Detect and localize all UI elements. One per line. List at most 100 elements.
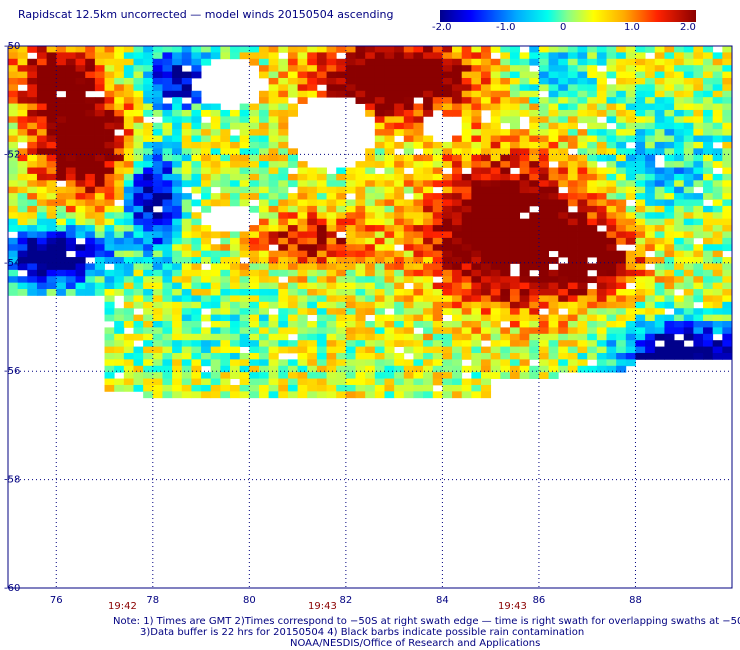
heatmap-cell bbox=[529, 52, 540, 60]
heatmap-cell bbox=[693, 333, 704, 341]
heatmap-cell bbox=[230, 52, 241, 60]
heatmap-cell bbox=[249, 122, 260, 130]
heatmap-cell bbox=[36, 116, 48, 124]
heatmap-cell bbox=[27, 71, 38, 79]
heatmap-cell bbox=[336, 263, 347, 271]
heatmap-cell bbox=[413, 154, 424, 162]
heatmap-cell bbox=[152, 46, 163, 53]
heatmap-cell bbox=[403, 372, 414, 379]
heatmap-cell bbox=[693, 282, 704, 290]
heatmap-cell bbox=[162, 199, 173, 207]
heatmap-cell bbox=[297, 301, 308, 309]
heatmap-cell bbox=[345, 340, 356, 347]
heatmap-cell bbox=[56, 141, 67, 149]
heatmap-cell bbox=[287, 109, 298, 117]
heatmap-cell bbox=[403, 58, 414, 66]
heatmap-cell bbox=[181, 365, 192, 373]
heatmap-cell bbox=[645, 167, 656, 175]
heatmap-cell bbox=[307, 250, 318, 258]
heatmap-cell bbox=[104, 148, 115, 156]
heatmap-cell bbox=[249, 301, 260, 309]
heatmap-cell bbox=[606, 97, 617, 104]
heatmap-cell bbox=[703, 250, 714, 258]
y-tick-label: -58 bbox=[4, 475, 20, 486]
heatmap-cell bbox=[46, 90, 57, 98]
heatmap-cell bbox=[413, 167, 424, 175]
heatmap-cell bbox=[664, 250, 675, 258]
heatmap-cell bbox=[230, 141, 241, 149]
heatmap-cell bbox=[374, 141, 385, 149]
heatmap-cell bbox=[336, 346, 347, 354]
heatmap-cell bbox=[587, 161, 598, 168]
heatmap-cell bbox=[606, 359, 617, 367]
heatmap-cell bbox=[365, 384, 376, 392]
heatmap-cell bbox=[538, 58, 549, 66]
heatmap-cell bbox=[104, 295, 115, 303]
heatmap-cell bbox=[8, 90, 19, 98]
heatmap-cell bbox=[635, 103, 646, 111]
heatmap-cell bbox=[268, 321, 279, 328]
heatmap-cell bbox=[596, 71, 607, 79]
heatmap-cell bbox=[703, 109, 714, 117]
heatmap-cell bbox=[596, 193, 607, 200]
heatmap-cell bbox=[461, 218, 472, 226]
heatmap-cell bbox=[471, 327, 482, 335]
heatmap-cell bbox=[162, 77, 173, 85]
heatmap-cell bbox=[307, 167, 318, 175]
heatmap-cell bbox=[75, 218, 86, 226]
heatmap-cell bbox=[596, 244, 607, 252]
heatmap-cell bbox=[481, 193, 492, 200]
heatmap-cell bbox=[616, 186, 627, 194]
heatmap-cell bbox=[645, 84, 656, 92]
heatmap-cell bbox=[258, 58, 270, 66]
heatmap-cell bbox=[625, 340, 636, 347]
heatmap-cell bbox=[104, 161, 115, 168]
heatmap-cell bbox=[683, 244, 694, 252]
heatmap-cell bbox=[683, 97, 694, 104]
heatmap-cell bbox=[654, 77, 665, 85]
heatmap-cell bbox=[297, 365, 308, 373]
heatmap-cell bbox=[162, 46, 173, 53]
heatmap-cell bbox=[490, 205, 501, 213]
heatmap-cell bbox=[635, 333, 646, 341]
heatmap-cell bbox=[230, 193, 241, 200]
heatmap-cell bbox=[258, 333, 270, 341]
heatmap-cell bbox=[664, 276, 675, 284]
heatmap-cell bbox=[65, 180, 76, 188]
heatmap-cell bbox=[587, 84, 598, 92]
heatmap-cell bbox=[345, 58, 356, 66]
heatmap-cell bbox=[152, 321, 163, 328]
heatmap-cell bbox=[220, 352, 231, 360]
heatmap-cell bbox=[461, 84, 472, 92]
heatmap-cell bbox=[249, 276, 260, 284]
heatmap-cell bbox=[278, 65, 289, 72]
heatmap-cell bbox=[490, 250, 501, 258]
heatmap-cell bbox=[645, 276, 656, 284]
heatmap-cell bbox=[384, 244, 395, 252]
heatmap-cell bbox=[394, 58, 405, 66]
heatmap-cell bbox=[461, 384, 472, 392]
heatmap-cell bbox=[384, 173, 395, 181]
heatmap-cell bbox=[65, 167, 76, 175]
heatmap-cell bbox=[722, 321, 733, 328]
heatmap-cell bbox=[722, 352, 733, 360]
heatmap-cell bbox=[230, 244, 241, 252]
heatmap-cell bbox=[104, 244, 115, 252]
heatmap-cell bbox=[538, 263, 549, 271]
heatmap-cell bbox=[529, 46, 540, 53]
heatmap-cell bbox=[654, 225, 665, 232]
heatmap-cell bbox=[297, 90, 308, 98]
heatmap-cell bbox=[355, 231, 366, 239]
heatmap-cell bbox=[114, 289, 125, 296]
heatmap-cell bbox=[143, 282, 154, 290]
heatmap-cell bbox=[249, 391, 260, 399]
heatmap-cell bbox=[654, 52, 665, 60]
heatmap-cell bbox=[17, 186, 28, 194]
heatmap-cell bbox=[152, 372, 163, 379]
heatmap-cell bbox=[27, 218, 38, 226]
heatmap-cell bbox=[616, 333, 627, 341]
heatmap-cell bbox=[46, 244, 57, 252]
heatmap-cell bbox=[307, 365, 318, 373]
heatmap-cell bbox=[432, 314, 443, 322]
heatmap-cell bbox=[355, 46, 366, 53]
